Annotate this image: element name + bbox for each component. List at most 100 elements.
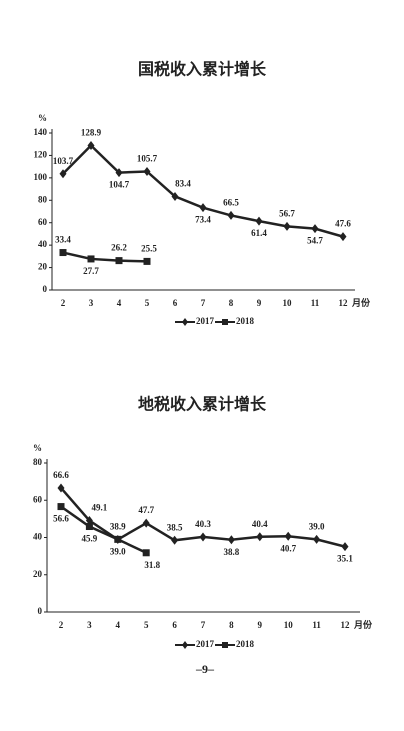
marker	[171, 535, 179, 545]
x-tick-label: 2	[59, 620, 64, 630]
marker	[283, 221, 291, 231]
value-label: 40.4	[252, 519, 268, 529]
marker	[59, 169, 67, 179]
y-unit: %	[38, 113, 47, 123]
value-label: 73.4	[195, 215, 211, 225]
x-tick-label: 9	[258, 620, 263, 630]
marker	[115, 257, 123, 265]
x-tick-label: 10	[283, 298, 293, 308]
y-tick-label: 80	[33, 457, 43, 467]
y-tick-label: 60	[33, 494, 43, 504]
x-tick-label: 9	[257, 298, 262, 308]
marker	[59, 249, 67, 257]
value-label: 66.6	[53, 470, 69, 480]
value-label: 38.5	[167, 522, 183, 532]
marker	[256, 532, 264, 542]
value-label: 40.7	[280, 543, 296, 553]
value-label: 47.6	[335, 219, 351, 229]
legend-label: 2018	[236, 639, 255, 649]
value-label: 128.9	[81, 128, 102, 138]
value-label: 26.2	[111, 243, 127, 253]
value-label: 61.4	[251, 228, 267, 238]
value-label: 39.0	[110, 546, 126, 556]
x-tick-label: 5	[144, 620, 149, 630]
value-label: 25.5	[141, 243, 157, 253]
marker	[143, 257, 151, 265]
marker	[311, 224, 319, 234]
marker	[199, 532, 207, 542]
x-tick-label: 10	[284, 620, 294, 630]
marker	[57, 503, 65, 511]
y-tick-label: 60	[38, 217, 48, 227]
x-tick-label: 6	[172, 620, 177, 630]
marker	[114, 535, 122, 543]
y-tick-label: 80	[38, 194, 48, 204]
marker	[142, 518, 150, 528]
value-label: 31.8	[144, 560, 160, 570]
x-tick-label: 12	[341, 620, 351, 630]
value-label: 103.7	[53, 156, 74, 166]
value-label: 83.4	[175, 179, 191, 189]
x-tick-label: 11	[312, 620, 321, 630]
series-line	[62, 251, 148, 263]
y-tick-label: 120	[34, 149, 48, 159]
y-tick-label: 40	[38, 239, 48, 249]
marker	[255, 216, 263, 226]
value-label: 56.6	[53, 514, 69, 524]
page-number: –9–	[195, 662, 215, 676]
marker	[199, 203, 207, 213]
value-label: 27.7	[83, 266, 99, 276]
marker	[57, 483, 65, 493]
x-tick-label: 4	[116, 620, 121, 630]
legend-marker	[182, 318, 188, 326]
y-tick-label: 100	[34, 172, 48, 182]
value-label: 49.1	[92, 503, 108, 513]
value-label: 104.7	[109, 180, 130, 190]
value-label: 54.7	[307, 236, 323, 246]
marker	[227, 210, 235, 220]
legend-marker	[182, 641, 188, 649]
x-tick-label: 11	[311, 298, 320, 308]
value-label: 45.9	[82, 534, 98, 544]
marker	[341, 542, 349, 552]
y-tick-label: 0	[43, 284, 48, 294]
value-label: 38.9	[110, 522, 126, 532]
marker	[85, 516, 93, 526]
x-tick-label: 2	[61, 298, 66, 308]
legend-marker	[222, 319, 228, 325]
marker	[284, 531, 292, 541]
value-label: 66.5	[223, 197, 239, 207]
value-label: 47.7	[138, 505, 154, 515]
marker	[143, 166, 151, 176]
y-tick-label: 140	[34, 127, 48, 137]
marker	[227, 535, 235, 545]
marker	[87, 140, 95, 150]
x-tick-label: 12	[339, 298, 349, 308]
legend-marker	[222, 642, 228, 648]
series-line	[60, 505, 147, 554]
y-tick-label: 0	[38, 606, 43, 616]
legend-label: 2017	[196, 316, 215, 326]
x-tick-label: 6	[173, 298, 178, 308]
value-label: 35.1	[337, 554, 353, 564]
marker	[87, 255, 95, 263]
value-label: 38.8	[224, 547, 240, 557]
y-tick-label: 20	[38, 262, 48, 272]
marker	[171, 191, 179, 201]
x-tick-label: 4	[117, 298, 122, 308]
chart-title: 地税收入累计增长	[138, 395, 267, 414]
marker	[142, 549, 150, 557]
x-tick-label: 5	[145, 298, 150, 308]
x-tick-label: 3	[89, 298, 94, 308]
y-tick-label: 40	[33, 532, 43, 542]
marker	[313, 534, 321, 544]
marker	[339, 232, 347, 242]
legend-label: 2017	[196, 639, 215, 649]
y-tick-label: 20	[33, 569, 43, 579]
chart-title: 国税收入累计增长	[138, 60, 267, 79]
value-label: 56.7	[279, 208, 295, 218]
value-label: 105.7	[137, 154, 158, 164]
value-label: 39.0	[309, 521, 325, 531]
marker	[115, 168, 123, 178]
